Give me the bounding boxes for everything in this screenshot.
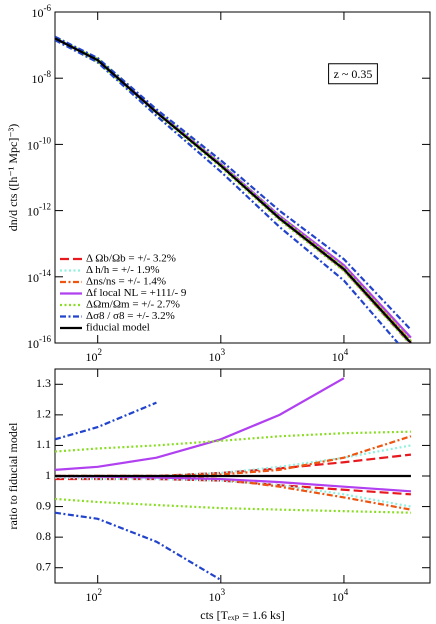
- legend-label: Δf local NL = +111/- 9: [86, 287, 187, 299]
- data-line: [55, 36, 412, 342]
- data-line: [55, 477, 412, 496]
- x-tick-label: 104: [332, 587, 349, 604]
- annotation: z ~ 0.35: [334, 67, 373, 81]
- y-tick-label: 1.1: [36, 437, 51, 451]
- data-line: [55, 474, 412, 511]
- data-line: [55, 37, 412, 343]
- annotation-box: [328, 63, 378, 85]
- y-tick-label: 10-6: [32, 3, 52, 20]
- plot-frame: [54, 11, 431, 344]
- y-tick-label: 10-14: [27, 268, 51, 285]
- y-tick-label: 0.9: [36, 498, 51, 512]
- x-tick-label: 104: [332, 347, 349, 364]
- y-axis-label: dn/d cts ([h⁻¹ Mpc]⁻³): [6, 124, 20, 232]
- data-line: [55, 39, 400, 343]
- y-tick-label: 1.3: [36, 376, 51, 390]
- legend-label: Δσ8 / σ8 = +/- 3.2%: [86, 310, 175, 322]
- legend-label: Δ Ωb/Ωb = +/- 3.2%: [86, 253, 176, 265]
- x-axis-label: cts [Tₑₓₚ = 1.6 ks]: [200, 608, 284, 622]
- y-tick-label: 10-12: [27, 202, 51, 219]
- data-line: [55, 435, 412, 478]
- data-line: [55, 430, 411, 453]
- y-tick-label: 1: [45, 468, 51, 482]
- y-axis-label: ratio to fiducial model: [6, 422, 20, 530]
- legend-label: fiducial model: [86, 322, 150, 334]
- x-tick-label: 103: [209, 587, 226, 604]
- data-line: [55, 35, 412, 331]
- x-tick-label: 102: [85, 347, 102, 364]
- y-tick-label: 0.8: [36, 529, 51, 543]
- data-line: [55, 497, 411, 514]
- curves: [55, 35, 412, 343]
- data-line: [55, 377, 345, 471]
- curves: [55, 377, 412, 581]
- legend-label: Δns/ns = +/- 1.4%: [86, 276, 166, 288]
- legend-label: ΔΩm/Ωm = +/- 2.7%: [86, 299, 180, 311]
- legend-label: Δ h/h = +/- 1.9%: [86, 264, 160, 276]
- data-line: [55, 476, 412, 508]
- y-tick-label: 10-16: [27, 334, 51, 351]
- x-tick-label: 103: [209, 347, 226, 364]
- data-line: [55, 511, 222, 581]
- y-tick-label: 1.2: [36, 407, 51, 421]
- legend: Δ Ωb/Ωb = +/- 3.2%Δ h/h = +/- 1.9%Δns/ns…: [60, 253, 187, 334]
- y-tick-label: 0.7: [36, 559, 51, 573]
- data-line: [55, 401, 157, 441]
- y-tick-label: 10-8: [32, 69, 52, 86]
- x-tick-label: 102: [85, 587, 102, 604]
- y-tick-label: 10-10: [27, 135, 51, 152]
